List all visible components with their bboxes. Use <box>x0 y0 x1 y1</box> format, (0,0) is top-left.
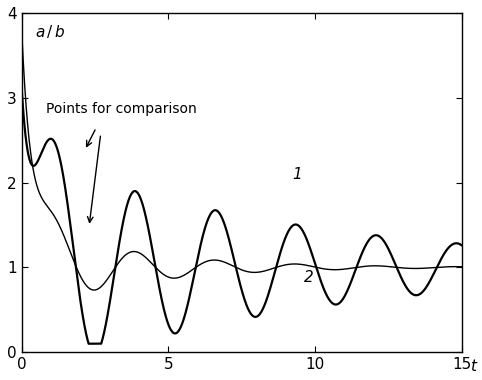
Text: $a\,/\,b$: $a\,/\,b$ <box>35 23 65 40</box>
Text: 1: 1 <box>293 166 302 182</box>
Text: t: t <box>470 359 476 374</box>
Text: 2: 2 <box>304 270 314 285</box>
Text: Points for comparison: Points for comparison <box>46 103 197 116</box>
